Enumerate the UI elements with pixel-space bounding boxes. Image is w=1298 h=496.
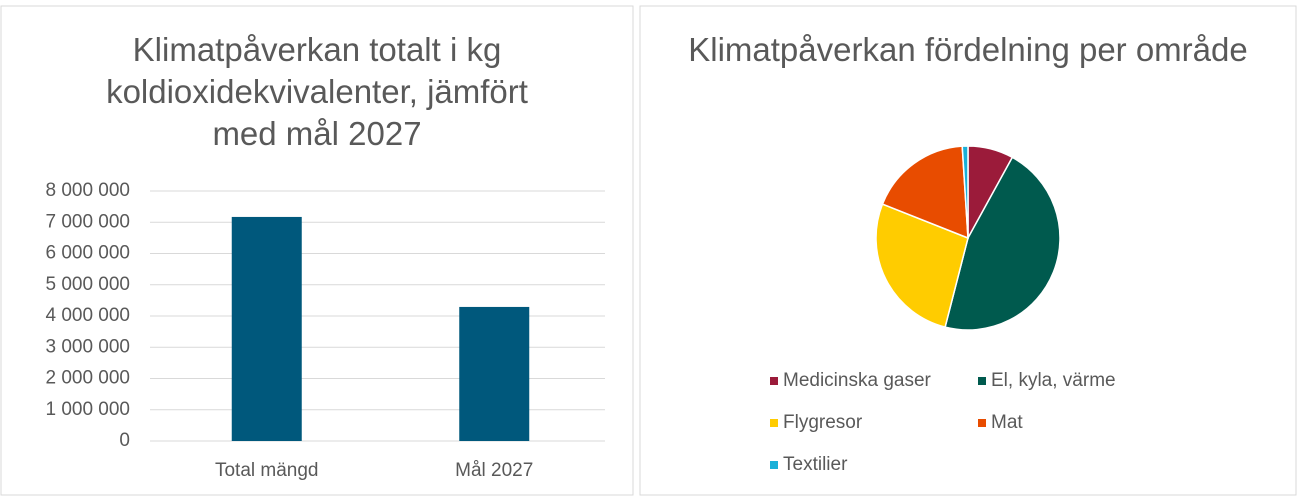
legend-swatch [978,419,986,427]
bar [459,306,530,441]
y-tick-label: 5 000 000 [45,274,130,295]
legend-label: Medicinska gaser [783,370,932,391]
pie-slice [961,145,969,239]
legend-swatch [978,377,986,385]
legend-label: El, kyla, värme [991,370,1116,391]
legend-label: Mat [991,412,1023,433]
y-tick-label: 2 000 000 [45,368,130,389]
y-tick-label: 1 000 000 [45,399,130,420]
x-tick-label: Mål 2027 [455,460,533,481]
y-tick-label: 0 [119,430,130,451]
y-tick-label: 4 000 000 [45,305,130,326]
bar [231,216,302,441]
legend-label: Textilier [783,454,848,475]
pie-slice [881,145,969,240]
y-tick-label: 8 000 000 [45,180,130,201]
y-tick-label: 7 000 000 [45,211,130,232]
legend-swatch [770,377,778,385]
chart-title: Klimatpåverkan fördelning per område [688,31,1248,68]
pie-slice [944,156,1061,331]
x-tick-label: Total mängd [215,460,319,481]
y-tick-label: 3 000 000 [45,336,130,357]
legend-swatch [770,461,778,469]
y-tick-label: 6 000 000 [45,243,130,264]
legend-label: Flygresor [783,412,863,433]
pie-slice [875,203,969,329]
chart-title: Klimatpåverkan totalt i kg koldioxidekvi… [106,31,528,152]
legend-swatch [770,419,778,427]
